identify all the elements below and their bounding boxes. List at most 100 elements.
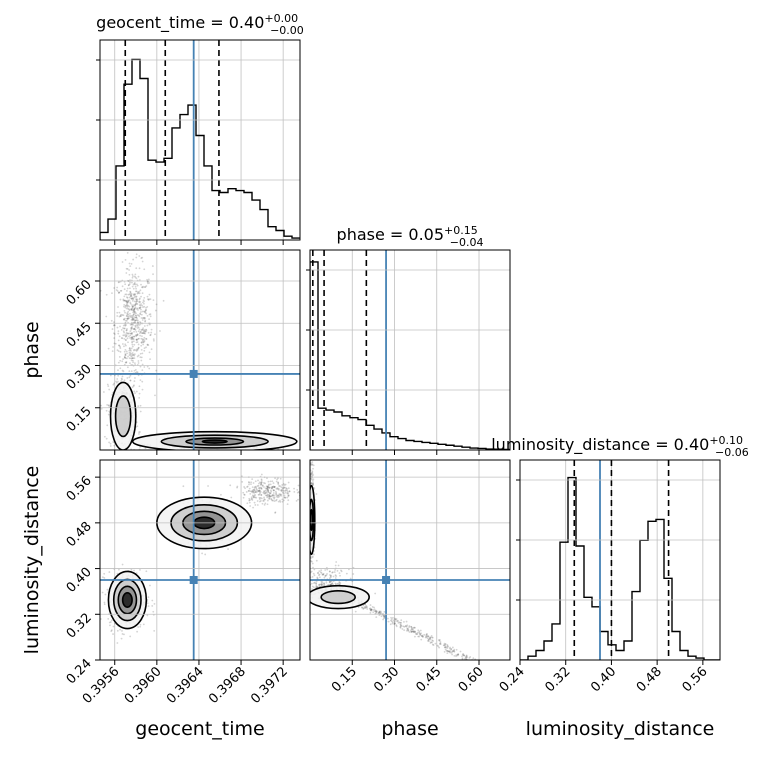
sample-point — [125, 452, 127, 454]
sample-point — [179, 453, 181, 455]
sample-point — [148, 367, 151, 370]
sample-point — [335, 561, 338, 563]
sample-point — [129, 230, 131, 232]
sample-point — [272, 499, 274, 502]
sample-point — [357, 606, 360, 609]
sample-point — [277, 481, 280, 484]
sample-point — [135, 312, 137, 315]
contour-level — [310, 508, 314, 532]
sample-point — [131, 343, 134, 346]
sample-point — [123, 299, 126, 302]
sample-point — [140, 295, 142, 298]
sample-point — [266, 487, 269, 490]
sample-point — [135, 290, 138, 293]
sample-point — [128, 293, 131, 296]
sample-point — [287, 495, 290, 498]
sample-point — [122, 334, 125, 337]
sample-point — [260, 488, 263, 490]
sample-point — [116, 629, 119, 632]
sample-point — [135, 298, 137, 301]
sample-point — [249, 490, 252, 493]
panel-frame — [99, 459, 301, 661]
sample-point — [259, 481, 261, 484]
sample-point — [126, 366, 129, 369]
sample-point — [143, 310, 145, 313]
sample-point — [110, 629, 113, 631]
sample-point — [103, 601, 106, 604]
sample-point — [399, 621, 402, 624]
sample-point — [135, 334, 137, 337]
sample-point — [134, 326, 137, 328]
sample-point — [283, 484, 286, 486]
sample-point — [315, 580, 318, 583]
sample-point — [145, 570, 148, 573]
sample-point — [131, 307, 134, 310]
sample-point — [120, 380, 122, 382]
sample-point — [270, 494, 273, 497]
sample-point — [267, 495, 270, 498]
sample-point — [134, 349, 137, 352]
sample-point — [135, 334, 138, 337]
y-tick-label: 0.56 — [64, 473, 95, 504]
sample-point — [252, 496, 255, 499]
sample-point — [153, 629, 156, 632]
sample-point — [141, 335, 143, 338]
sample-point — [146, 281, 149, 283]
sample-point — [141, 338, 144, 341]
sample-point — [446, 645, 449, 647]
sample-point — [142, 299, 145, 302]
sample-point — [131, 336, 133, 339]
sample-point — [130, 295, 133, 298]
sample-point — [136, 371, 139, 374]
sample-point — [431, 641, 433, 644]
sample-point — [446, 650, 449, 652]
sample-point — [297, 498, 299, 501]
sample-point — [254, 504, 257, 506]
sample-point — [258, 496, 261, 499]
sample-point — [248, 499, 251, 502]
sample-point — [140, 356, 143, 359]
sample-point — [318, 576, 321, 579]
sample-point — [143, 332, 145, 334]
sample-point — [375, 616, 378, 619]
y-tick-label: 0.40 — [64, 565, 95, 596]
sample-point — [134, 316, 137, 319]
sample-point — [142, 341, 145, 343]
sample-point — [380, 611, 382, 614]
sample-point — [461, 655, 463, 658]
sample-point — [442, 644, 445, 647]
sample-point — [279, 501, 282, 503]
sample-point — [143, 366, 146, 368]
sample-point — [137, 348, 139, 350]
sample-point — [279, 485, 282, 488]
sample-point — [129, 330, 132, 333]
sample-point — [272, 494, 275, 496]
sample-point — [152, 273, 154, 276]
sample-point — [124, 323, 126, 326]
sample-point — [259, 484, 262, 486]
sample-point — [113, 382, 115, 385]
sample-point — [277, 500, 280, 503]
sample-point — [111, 350, 114, 352]
title-geocent-time: geocent_time = 0.40+0.00 −0.00 — [96, 12, 304, 37]
sample-point — [211, 453, 213, 455]
sample-point — [287, 492, 289, 495]
sample-point — [410, 625, 413, 628]
sample-point — [417, 629, 420, 632]
sample-point — [383, 615, 386, 618]
sample-point — [335, 575, 338, 578]
sample-point — [414, 626, 416, 629]
sample-point — [135, 300, 138, 302]
sample-point — [138, 392, 141, 395]
sample-point — [121, 469, 123, 471]
sample-point — [138, 267, 141, 270]
sample-point — [383, 617, 385, 620]
sample-point — [439, 642, 442, 645]
sample-point — [263, 490, 266, 493]
sample-point — [143, 332, 145, 334]
sample-point — [363, 606, 366, 608]
sample-point — [117, 369, 119, 372]
sample-point — [335, 583, 337, 586]
sample-point — [132, 349, 135, 352]
sample-point — [313, 455, 315, 457]
